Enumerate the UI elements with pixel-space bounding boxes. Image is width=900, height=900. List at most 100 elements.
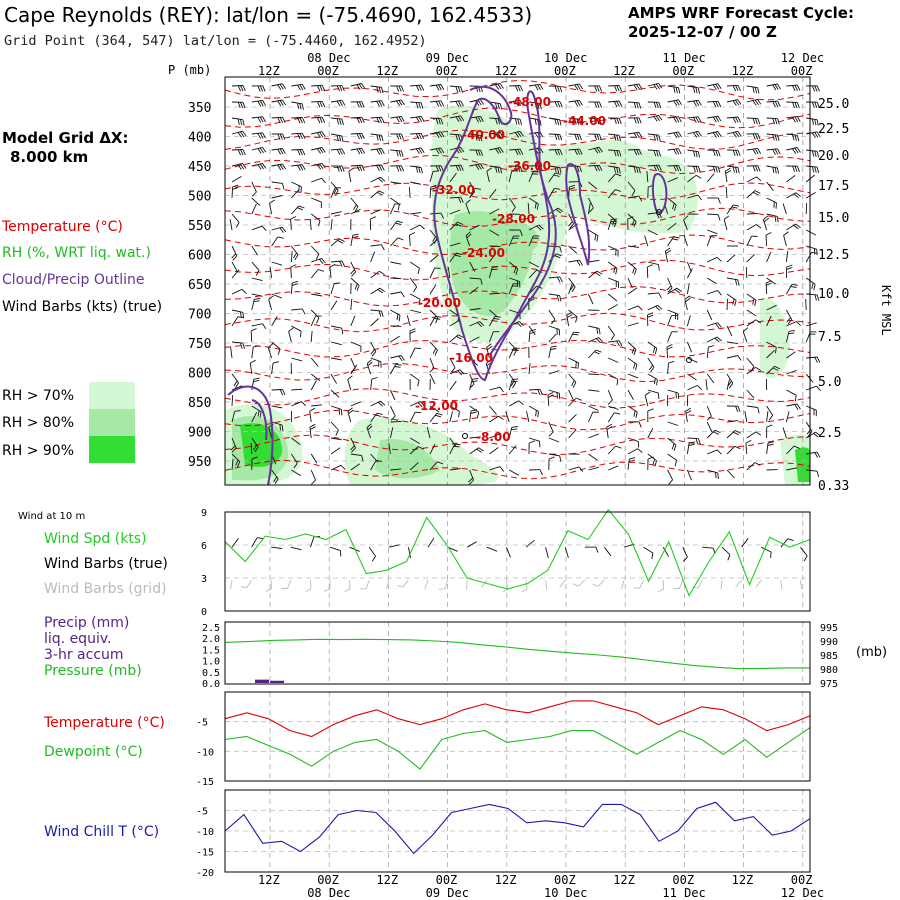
wind-barb-flag — [653, 150, 657, 157]
wind-barb-flag — [415, 85, 420, 92]
wind-barb — [725, 186, 728, 199]
wind-barb — [429, 100, 441, 103]
wind-barb-flag — [350, 269, 355, 275]
wind-barb-flag — [633, 84, 638, 91]
wind-barb-flag — [613, 221, 617, 228]
wind-barb-flag — [537, 84, 541, 91]
wind-barb-flag — [655, 150, 659, 157]
wind-barb-flag — [234, 410, 241, 412]
wind-barb-flag — [678, 148, 682, 155]
wind-barb — [805, 277, 816, 285]
height-tick-label: 5.0 — [818, 375, 841, 390]
wind-barb — [508, 197, 516, 208]
wind-barb-flag — [796, 403, 801, 410]
wind-barb — [746, 309, 757, 317]
top-day-label: 09 Dec — [426, 51, 469, 65]
wind-barb — [664, 251, 669, 263]
wind-barb-flag — [398, 315, 401, 322]
wind-barb-flag — [356, 165, 360, 172]
wind-barb-flag — [633, 349, 637, 356]
wind-barb — [505, 580, 509, 590]
wind-barb-flag — [339, 85, 343, 92]
wind-barb — [588, 405, 599, 411]
wind-barb-flag — [301, 164, 306, 171]
wind-barb-flag — [376, 412, 383, 415]
height-tick-label: 17.5 — [818, 179, 849, 194]
wind-barb — [806, 405, 817, 411]
wind-barb-flag — [813, 284, 816, 291]
wind-barb-flag — [794, 165, 798, 172]
wind-barb — [489, 147, 501, 151]
wind-barb — [667, 287, 678, 295]
bottom-day-label: 10 Dec — [544, 886, 587, 900]
wind-barb-flag — [282, 389, 286, 396]
wind-barb-flag — [495, 102, 498, 109]
wind-barb-flag — [519, 100, 524, 106]
pressure-tick-label: 900 — [188, 426, 211, 441]
precip-y-tick-label: 2.5 — [202, 623, 220, 634]
wind-barb-flag — [559, 455, 562, 462]
wind-barb — [647, 341, 658, 349]
pressure-unit-label: (mb) — [856, 645, 887, 660]
wind-barb-flag — [772, 118, 776, 125]
wind-barb — [271, 421, 283, 426]
wind-barb-flag — [731, 206, 738, 209]
temp-dew-y-ticks: -5-10-15 — [196, 718, 214, 788]
wind-barb-flag — [554, 255, 561, 259]
wind-barb-flag — [633, 102, 637, 109]
wind-barb — [707, 322, 718, 327]
wind-barb-flag — [430, 187, 437, 190]
wind-barb-flag — [539, 103, 542, 110]
wind-barb — [588, 164, 600, 167]
wind-barb — [350, 208, 361, 215]
wind-barb-flag — [316, 117, 321, 124]
wind-barb — [667, 309, 678, 315]
wind-barb-flag — [400, 116, 405, 122]
wind-barb-flag — [695, 166, 699, 173]
wind-barb — [765, 234, 768, 247]
wind-barb — [370, 341, 377, 352]
wind-barb-flag — [415, 411, 422, 414]
wind-barb — [347, 379, 352, 391]
wind-barb-flag — [397, 237, 404, 241]
wind-barb — [528, 131, 540, 135]
wind-barb-flag — [253, 379, 260, 383]
pressure-tick-label: 400 — [188, 131, 211, 146]
wind-barb-flag — [777, 134, 780, 142]
wind-barb — [409, 411, 416, 423]
wind-barb — [231, 341, 243, 344]
wind-barb — [806, 117, 818, 121]
wind-barb — [608, 245, 619, 251]
top-hour-label: 12Z — [495, 64, 517, 78]
wind-barb — [746, 431, 757, 439]
wind-barb-flag — [305, 588, 312, 593]
wind-barb — [786, 133, 798, 136]
wind-barb — [429, 267, 436, 279]
wind-barb — [390, 420, 402, 423]
wind-barb-flag — [301, 103, 304, 110]
wind-barb-flag — [697, 99, 702, 106]
wind-barb-flag — [794, 102, 798, 109]
wind-barb — [805, 298, 807, 311]
wind-barb — [330, 260, 343, 263]
height-tick-label: 25.0 — [818, 97, 849, 112]
wind-barb-flag — [235, 459, 239, 466]
wind-barb-flag — [695, 151, 698, 158]
wind-barbs-upper — [229, 82, 821, 485]
wind-barb-flag — [811, 132, 816, 139]
wind-barb — [766, 213, 778, 217]
windchill-frame — [224, 789, 811, 873]
wind-barb — [588, 181, 598, 190]
wind-barb — [488, 331, 494, 343]
wind-barb-flag — [787, 538, 794, 542]
wind-barb — [588, 453, 598, 461]
wind-barb — [780, 580, 783, 590]
wind-barb — [310, 453, 318, 464]
wind-barb-flag — [242, 149, 246, 156]
wind-barb — [291, 117, 303, 119]
wind-barb-flag — [693, 117, 697, 123]
wind-barb — [786, 309, 793, 320]
wind-barb — [489, 83, 501, 87]
wind-barb-flag — [341, 148, 346, 155]
wind-barb — [588, 373, 600, 376]
